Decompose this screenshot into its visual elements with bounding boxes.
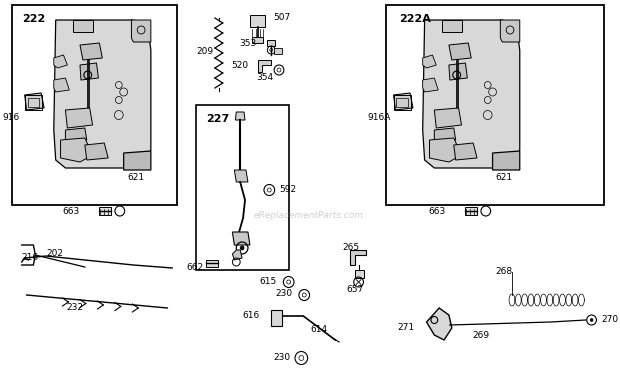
Text: 520: 520: [231, 60, 248, 70]
Text: eReplacementParts.com: eReplacementParts.com: [253, 211, 363, 220]
Circle shape: [240, 246, 244, 250]
Bar: [386, 5, 604, 205]
Polygon shape: [54, 20, 151, 168]
Bar: [250, 15, 265, 27]
Bar: [466, 207, 477, 215]
Polygon shape: [435, 128, 456, 143]
Text: 202: 202: [46, 249, 63, 258]
Polygon shape: [427, 308, 452, 340]
Polygon shape: [232, 232, 250, 245]
Bar: [25, 95, 42, 110]
Bar: [197, 105, 289, 270]
Text: 227: 227: [206, 114, 229, 124]
Text: 354: 354: [256, 73, 273, 82]
Bar: [355, 270, 365, 278]
Polygon shape: [131, 20, 151, 42]
Polygon shape: [423, 20, 520, 168]
Polygon shape: [234, 170, 248, 182]
Text: 621: 621: [495, 173, 513, 182]
Text: 269: 269: [472, 331, 490, 340]
Polygon shape: [85, 143, 108, 160]
Bar: [396, 98, 408, 107]
Text: 222: 222: [22, 14, 45, 24]
Polygon shape: [61, 138, 92, 162]
Text: 662: 662: [186, 263, 203, 272]
Bar: [99, 207, 111, 215]
Polygon shape: [236, 112, 245, 120]
Polygon shape: [232, 250, 242, 260]
Text: 232: 232: [66, 304, 84, 312]
Text: 663: 663: [63, 206, 80, 215]
Text: 614: 614: [310, 326, 327, 334]
Polygon shape: [350, 250, 366, 265]
Bar: [252, 37, 264, 43]
Text: 916: 916: [2, 114, 20, 122]
Bar: [394, 95, 411, 110]
Text: 268: 268: [495, 268, 513, 277]
Polygon shape: [66, 128, 87, 143]
Polygon shape: [435, 108, 461, 128]
Text: 270: 270: [601, 315, 618, 325]
Text: 271: 271: [398, 323, 415, 332]
Bar: [27, 98, 39, 107]
Text: 663: 663: [428, 206, 446, 215]
Polygon shape: [449, 43, 471, 60]
Bar: [271, 310, 282, 326]
Text: 353: 353: [239, 38, 257, 48]
Text: 216: 216: [22, 252, 39, 261]
Text: 222A: 222A: [399, 14, 432, 24]
Polygon shape: [258, 60, 271, 72]
Polygon shape: [80, 43, 102, 60]
Polygon shape: [442, 20, 461, 32]
Text: 230: 230: [275, 288, 293, 298]
Polygon shape: [123, 151, 151, 170]
Text: 209: 209: [196, 48, 213, 57]
Polygon shape: [492, 151, 520, 170]
Polygon shape: [66, 108, 92, 128]
Text: 265: 265: [342, 242, 360, 252]
Polygon shape: [500, 20, 520, 42]
Polygon shape: [454, 143, 477, 160]
Polygon shape: [449, 63, 467, 80]
Polygon shape: [423, 55, 436, 68]
Bar: [12, 5, 177, 205]
Text: 592: 592: [279, 185, 296, 195]
Polygon shape: [73, 20, 92, 32]
Polygon shape: [394, 93, 413, 110]
Text: 916A: 916A: [367, 114, 391, 122]
Polygon shape: [423, 78, 438, 92]
Text: 616: 616: [242, 310, 260, 320]
Polygon shape: [25, 93, 44, 110]
Polygon shape: [54, 78, 69, 92]
Bar: [267, 40, 275, 46]
Circle shape: [590, 318, 593, 321]
Text: 507: 507: [273, 14, 290, 22]
Bar: [274, 48, 282, 54]
Polygon shape: [80, 63, 99, 80]
Text: 621: 621: [128, 173, 145, 182]
Polygon shape: [54, 55, 68, 68]
Text: 657: 657: [346, 285, 363, 294]
Text: 230: 230: [273, 353, 291, 363]
Polygon shape: [430, 138, 461, 162]
Text: 615: 615: [260, 277, 277, 287]
Bar: [206, 260, 218, 267]
